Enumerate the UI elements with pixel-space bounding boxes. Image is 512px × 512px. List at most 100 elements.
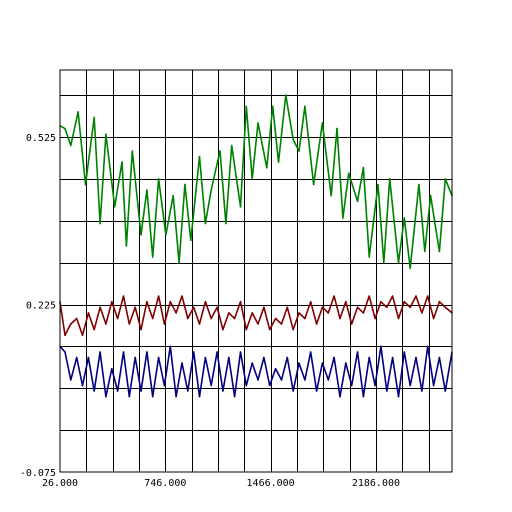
data-point-series-2 <box>274 317 277 320</box>
data-point-series-3 <box>309 351 312 353</box>
data-point-series-1 <box>257 122 259 124</box>
data-point-series-1 <box>377 183 379 186</box>
data-point-series-3 <box>380 345 382 348</box>
data-point-series-2 <box>233 317 236 320</box>
data-point-series-3 <box>75 356 78 359</box>
data-point-series-3 <box>105 395 107 398</box>
data-point-series-2 <box>438 300 441 303</box>
x-tick-label: 2186.000 <box>352 478 400 489</box>
data-point-series-2 <box>333 295 335 297</box>
data-point-series-2 <box>169 300 172 303</box>
data-point-series-1 <box>403 217 406 219</box>
series-line-3 <box>59 345 453 398</box>
data-point-series-3 <box>204 356 207 359</box>
data-point-series-2 <box>403 300 406 303</box>
data-point-series-1 <box>99 222 101 225</box>
data-point-series-1 <box>388 178 391 180</box>
data-point-series-3 <box>233 395 236 398</box>
data-point-series-1 <box>266 166 268 169</box>
data-point-series-2 <box>239 300 242 303</box>
data-point-series-1 <box>409 267 412 270</box>
data-point-series-2 <box>198 323 201 325</box>
y-tick-label: 0.225 <box>26 301 56 312</box>
data-point-series-3 <box>116 390 119 392</box>
data-point-series-2 <box>350 323 353 325</box>
data-point-series-2 <box>409 306 412 309</box>
data-point-series-3 <box>93 390 95 392</box>
data-point-series-2 <box>391 295 394 297</box>
data-point-series-2 <box>321 306 324 309</box>
data-point-series-1 <box>113 206 116 208</box>
data-point-series-3 <box>345 362 347 364</box>
x-tick-label: 746.000 <box>144 478 186 489</box>
data-point-series-3 <box>333 356 335 359</box>
data-point-series-3 <box>163 384 166 387</box>
data-point-series-2 <box>204 300 207 303</box>
data-point-series-1 <box>285 94 287 96</box>
data-point-series-1 <box>251 178 253 180</box>
plot-frame <box>59 69 453 473</box>
data-point-series-3 <box>397 395 400 398</box>
data-point-series-2 <box>432 317 435 320</box>
data-point-series-1 <box>93 116 95 119</box>
data-point-series-2 <box>93 328 95 331</box>
data-point-series-3 <box>134 356 136 359</box>
data-point-series-3 <box>286 356 289 359</box>
data-point-series-2 <box>122 295 125 297</box>
data-point-series-1 <box>204 222 207 225</box>
y-tick-label: -0.075 <box>20 468 56 479</box>
data-point-series-3 <box>274 367 277 370</box>
data-point-series-3 <box>251 362 253 364</box>
data-point-series-3 <box>426 345 429 348</box>
data-point-series-3 <box>362 395 365 398</box>
data-point-series-1 <box>277 161 280 163</box>
data-point-series-3 <box>280 379 283 381</box>
data-point-series-1 <box>184 183 186 186</box>
data-point-series-1 <box>121 161 123 163</box>
data-point-series-2 <box>257 323 259 325</box>
data-point-series-2 <box>444 306 447 309</box>
data-point-series-2 <box>134 306 136 309</box>
data-point-series-3 <box>403 351 406 353</box>
data-point-series-3 <box>222 390 224 392</box>
data-point-series-2 <box>339 317 341 320</box>
data-point-series-3 <box>444 390 447 392</box>
data-point-series-1 <box>157 178 160 180</box>
data-point-series-2 <box>222 328 224 331</box>
data-point-series-3 <box>292 390 295 392</box>
data-point-series-3 <box>339 395 341 398</box>
data-point-series-3 <box>175 395 177 398</box>
series-layer <box>59 94 453 398</box>
data-point-series-1 <box>146 189 148 191</box>
data-point-series-3 <box>257 379 259 381</box>
data-point-series-2 <box>146 300 148 303</box>
data-point-series-1 <box>84 183 87 186</box>
data-point-series-2 <box>315 323 318 325</box>
data-point-series-1 <box>245 105 248 108</box>
data-point-series-3 <box>432 384 435 387</box>
data-point-series-1 <box>424 250 426 253</box>
data-point-series-2 <box>70 323 72 325</box>
grid-lines <box>60 70 452 472</box>
data-point-series-2 <box>151 317 154 320</box>
data-point-series-1 <box>347 172 350 175</box>
data-point-series-1 <box>70 144 72 147</box>
data-point-series-3 <box>151 395 154 398</box>
data-point-series-1 <box>312 183 315 186</box>
data-point-series-2 <box>368 295 371 297</box>
data-point-series-3 <box>245 384 248 387</box>
data-point-series-1 <box>356 200 359 202</box>
data-point-series-1 <box>271 105 274 108</box>
data-point-series-3 <box>415 356 417 359</box>
data-point-series-2 <box>356 306 359 309</box>
data-point-series-3 <box>421 390 423 392</box>
data-point-series-3 <box>146 351 148 353</box>
x-tick-label: 26.000 <box>42 478 78 489</box>
data-point-series-3 <box>438 356 441 359</box>
data-point-series-1 <box>438 250 441 253</box>
data-point-series-2 <box>426 295 429 297</box>
data-point-series-3 <box>304 379 306 381</box>
data-point-series-3 <box>239 351 242 353</box>
data-point-series-1 <box>131 150 134 152</box>
